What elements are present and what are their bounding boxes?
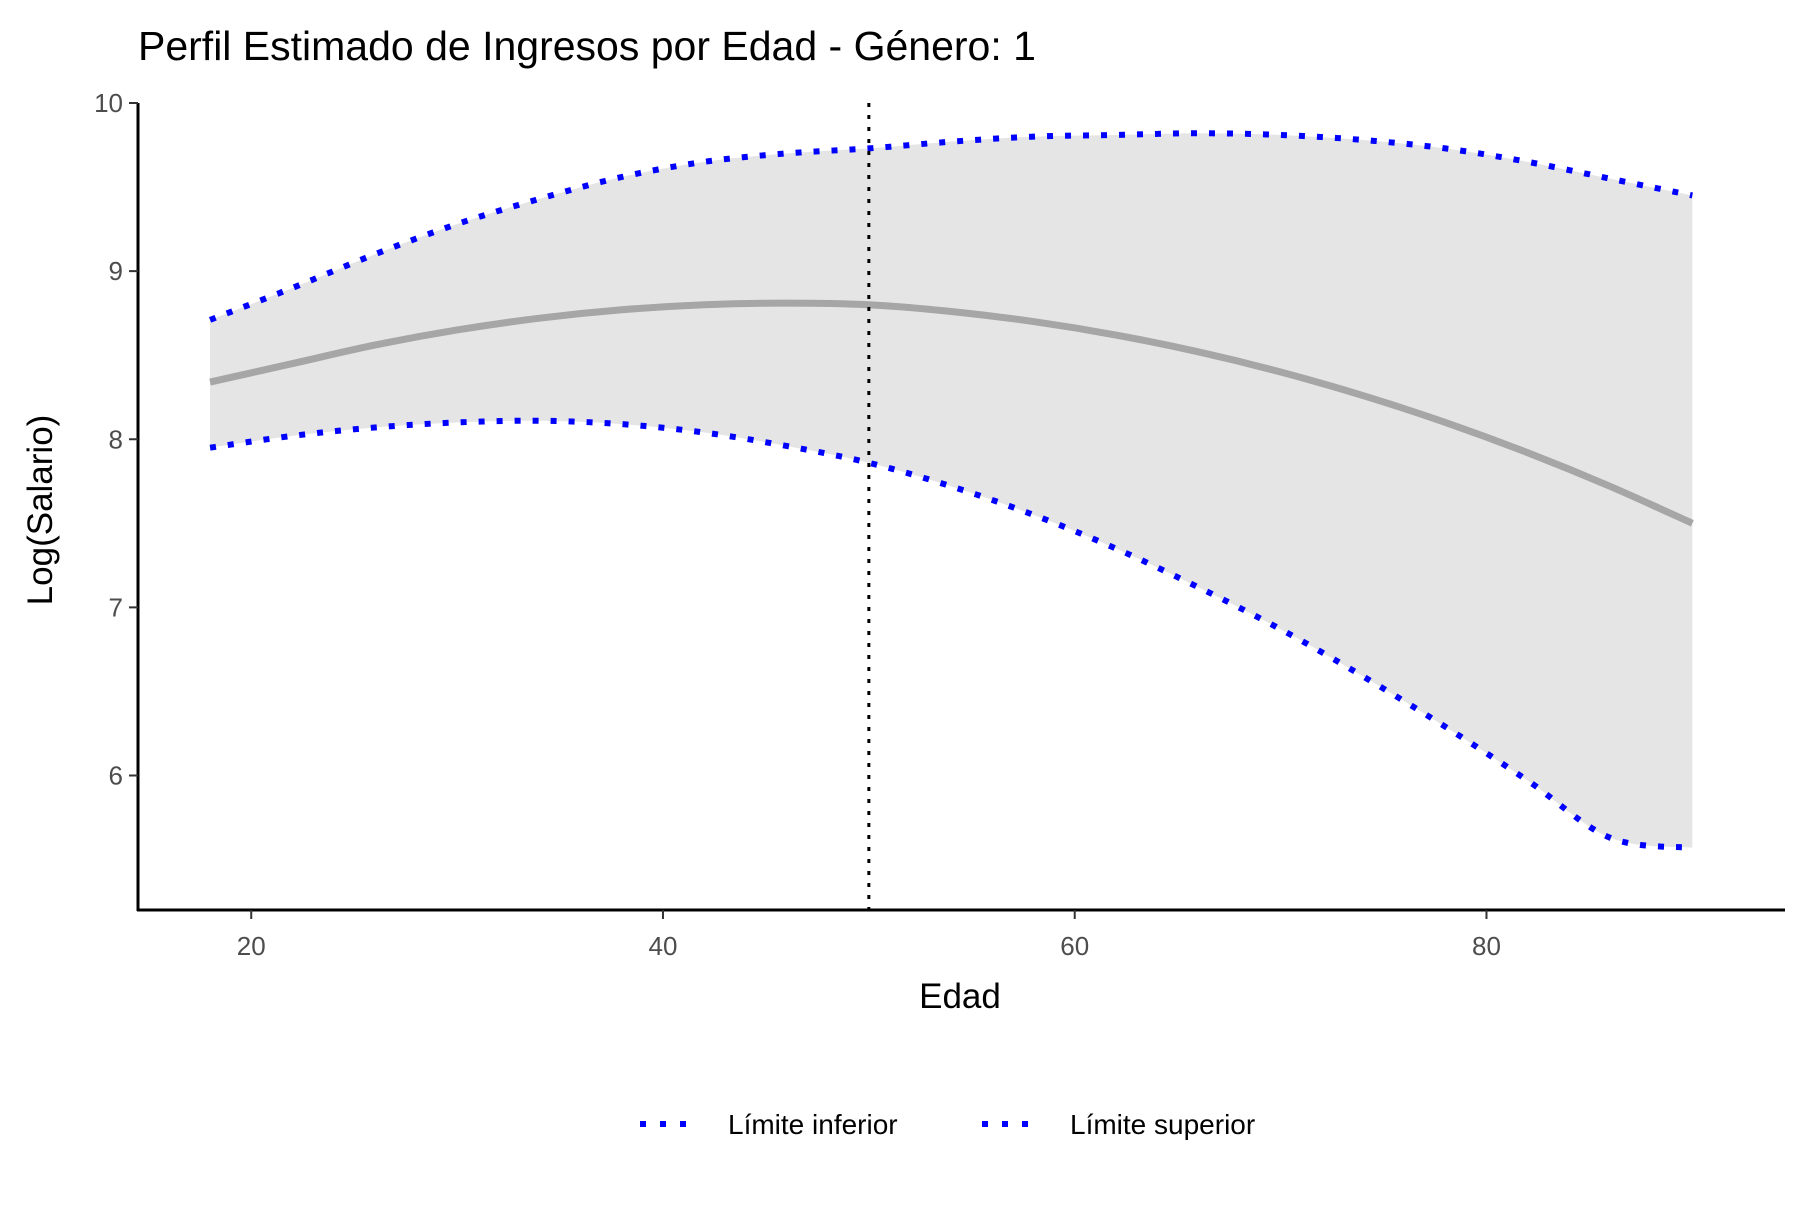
estimate-line bbox=[209, 299, 1694, 527]
y-tick-label: 7 bbox=[109, 592, 123, 622]
legend-label: Límite inferior bbox=[728, 1109, 898, 1140]
x-tick-label: 80 bbox=[1472, 931, 1501, 961]
chart-title: Perfil Estimado de Ingresos por Edad - G… bbox=[138, 23, 1036, 69]
x-axis-title: Edad bbox=[919, 977, 1001, 1016]
upper-bound-line bbox=[208, 130, 1693, 323]
confidence-ribbon bbox=[210, 133, 1693, 848]
legend: Límite inferior Límite superior bbox=[640, 1109, 1255, 1140]
y-tick-label: 9 bbox=[109, 256, 123, 286]
y-tick-label: 10 bbox=[94, 88, 123, 118]
plot-area bbox=[208, 103, 1694, 910]
y-axis-title: Log(Salario) bbox=[21, 415, 60, 606]
axes: 20 40 60 80 6 7 8 9 10 bbox=[94, 88, 1785, 961]
y-tick-label: 8 bbox=[109, 424, 123, 454]
x-tick-label: 20 bbox=[237, 931, 266, 961]
x-tick-label: 40 bbox=[649, 931, 678, 961]
legend-label: Límite superior bbox=[1070, 1109, 1255, 1140]
lower-bound-line bbox=[209, 417, 1693, 851]
y-tick-label: 6 bbox=[109, 761, 123, 791]
x-tick-label: 60 bbox=[1060, 931, 1089, 961]
